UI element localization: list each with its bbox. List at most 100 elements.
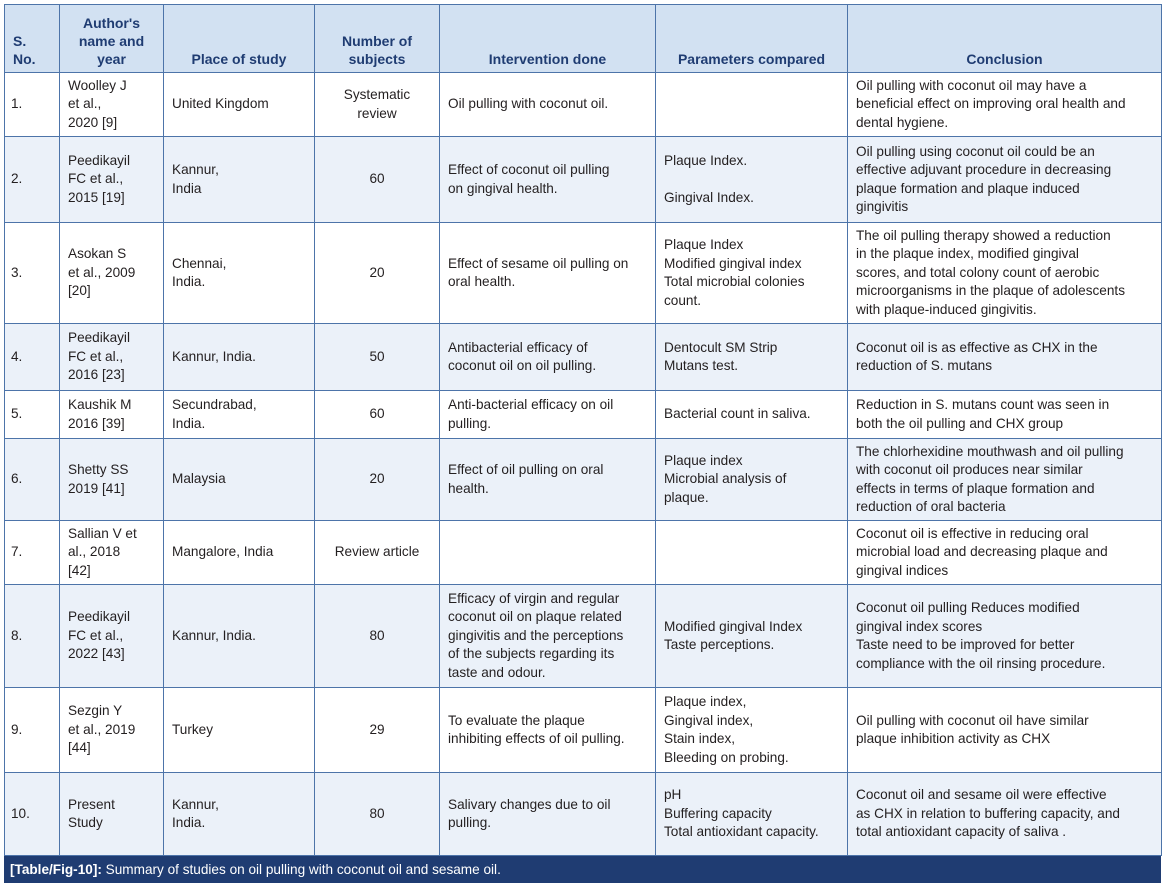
cell-author: Kaushik M 2016 [39]: [59, 390, 164, 439]
header-author: Author's name and year: [59, 4, 164, 73]
cell-subjects: 20: [314, 222, 440, 324]
cell-line: [42]: [68, 562, 91, 578]
cell-intervention: Anti-bacterial efficacy on oil pulling.: [439, 390, 656, 439]
cell-line: inhibiting effects of oil pulling.: [448, 731, 625, 746]
cell-sno: 10.: [4, 772, 60, 856]
cell-intervention: Effect of oil pulling on oral health.: [439, 438, 656, 521]
cell-line: Reduction in S. mutans count was seen in: [856, 397, 1110, 412]
cell-line: reduction of S. mutans: [856, 358, 993, 373]
cell-conclusion: Coconut oil is as effective as CHX in th…: [847, 323, 1162, 391]
cell-author: Sezgin Y et al., 2019 [44]: [59, 687, 164, 773]
cell-line: Secundrabad,: [172, 397, 257, 412]
cell-line: 50: [369, 348, 385, 364]
cell-line: FC et al.,: [68, 348, 124, 364]
cell-line: Peedikayil: [68, 330, 130, 346]
cell-line: effective adjuvant procedure in decreasi…: [856, 162, 1112, 177]
cell-intervention: Effect of sesame oil pulling on oral heal…: [439, 222, 656, 324]
cell-sno: 2.: [4, 136, 60, 223]
cell-line: United Kingdom: [172, 96, 269, 112]
cell-line: Chennai,: [172, 255, 227, 271]
cell-line: [44]: [68, 740, 91, 756]
cell-author: Peedikayil FC et al., 2015 [19]: [59, 136, 164, 223]
cell-line: total antioxidant capacity of saliva .: [856, 824, 1067, 840]
cell-parameters: pH Buffering capacity Total antioxidant ca…: [655, 772, 848, 856]
cell-line: gingival indices: [856, 562, 949, 578]
cell-place: Kannur, India.: [163, 584, 315, 688]
cell-subjects: Review article: [314, 520, 440, 585]
table-row: 7. Sallian V et al., 2018 [42] Mangalore, In…: [4, 520, 1162, 585]
cell-line: Coconut oil is as effective as CHX in th…: [856, 339, 1098, 355]
cell-line: 2019 [41]: [68, 480, 125, 496]
cell-place: Turkey: [163, 687, 315, 773]
cell-line: Modified gingival index: [664, 255, 802, 271]
cell-parameters: Plaque index, Gingival index, Stain index,…: [655, 687, 848, 773]
cell-subjects: 80: [314, 772, 440, 856]
cell-author: Sallian V et al., 2018 [42]: [59, 520, 164, 585]
cell-place: Kannur, India: [163, 136, 315, 223]
cell-line: Kannur,: [172, 162, 219, 177]
cell-line: count.: [664, 292, 702, 308]
cell-line: Gingival Index.: [664, 189, 754, 205]
cell-subjects: 29: [314, 687, 440, 773]
cell-sno: 1.: [4, 72, 60, 137]
cell-line: 60: [369, 406, 385, 422]
cell-line: review: [357, 105, 397, 121]
cell-line: Modified gingival Index: [664, 618, 803, 634]
cell-sno: 4.: [4, 323, 60, 391]
cell-parameters: [655, 72, 848, 137]
cell-line: Salivary changes due to oil: [448, 796, 611, 812]
cell-line: 2015 [19]: [68, 189, 125, 205]
caption-label: [Table/Fig-10]:: [10, 862, 102, 877]
cell-conclusion: Coconut oil pulling Reduces modified ging…: [847, 584, 1162, 688]
cell-subjects: 80: [314, 584, 440, 688]
cell-line: Plaque index,: [664, 694, 747, 709]
cell-conclusion: The chlorhexidine mouthwash and oil pull…: [847, 438, 1162, 521]
cell-sno: 5.: [4, 390, 60, 439]
cell-line: Effect of coconut oil pulling: [448, 162, 610, 177]
cell-subjects: 60: [314, 136, 440, 223]
cell-line: FC et al.,: [68, 627, 124, 643]
cell-line: To evaluate the plaque: [448, 712, 585, 728]
cell-line: Asokan S: [68, 246, 127, 262]
cell-line: FC et al.,: [68, 171, 124, 187]
cell-author: Peedikayil FC et al., 2022 [43]: [59, 584, 164, 688]
cell-line: 80: [369, 805, 385, 821]
cell-line: taste and odour.: [448, 664, 546, 680]
cell-subjects: 60: [314, 390, 440, 439]
table-row: 8. Peedikayil FC et al., 2022 [43] Kannur, I…: [4, 584, 1162, 688]
cell-line: The oil pulling therapy showed a reducti…: [856, 227, 1111, 243]
cell-line: 2016 [23]: [68, 367, 125, 383]
cell-line: effects in terms of plaque formation and: [856, 480, 1095, 496]
cell-subjects: Systematic review: [314, 72, 440, 137]
cell-line: compliance with the oil rinsing procedur…: [856, 655, 1106, 671]
cell-intervention: Efficacy of virgin and regular coconut oi…: [439, 584, 656, 688]
cell-line: al., 2018: [68, 544, 121, 560]
header-intervention: Intervention done: [439, 4, 656, 73]
cell-line: Effect of sesame oil pulling on: [448, 255, 629, 271]
cell-conclusion: Coconut oil is effective in reducing ora…: [847, 520, 1162, 585]
cell-line: Anti-bacterial efficacy on oil: [448, 397, 614, 412]
cell-line: dental hygiene.: [856, 114, 949, 130]
cell-line: pulling.: [448, 815, 492, 830]
cell-line: Study: [68, 815, 103, 830]
cell-intervention: Antibacterial efficacy of coconut oil on …: [439, 323, 656, 391]
cell-line: Bacterial count in saliva.: [664, 406, 811, 422]
cell-conclusion: Oil pulling using coconut oil could be a…: [847, 136, 1162, 223]
cell-line: microorganisms in the plaque of adolesce…: [856, 283, 1126, 299]
header-place: Place of study: [163, 4, 315, 73]
cell-line: Woolley J: [68, 77, 127, 93]
cell-parameters: [655, 520, 848, 585]
cell-line: reduction of oral bacteria: [856, 499, 1006, 514]
cell-line: pH: [664, 787, 682, 803]
cell-line: Mangalore, India: [172, 544, 274, 560]
cell-line: Kannur, India.: [172, 627, 256, 643]
cell-line: health.: [448, 480, 489, 496]
cell-line: beneficial effect on improving oral heal…: [856, 96, 1126, 112]
cell-line: pulling.: [448, 415, 492, 431]
cell-line: Turkey: [172, 721, 214, 737]
cell-line: Microbial analysis of: [664, 471, 787, 487]
cell-line: microbial load and decreasing plaque and: [856, 544, 1108, 560]
cell-line: Total antioxidant capacity.: [664, 824, 819, 840]
cell-author: Asokan S et al., 2009 [20]: [59, 222, 164, 324]
cell-line: 80: [369, 627, 385, 643]
